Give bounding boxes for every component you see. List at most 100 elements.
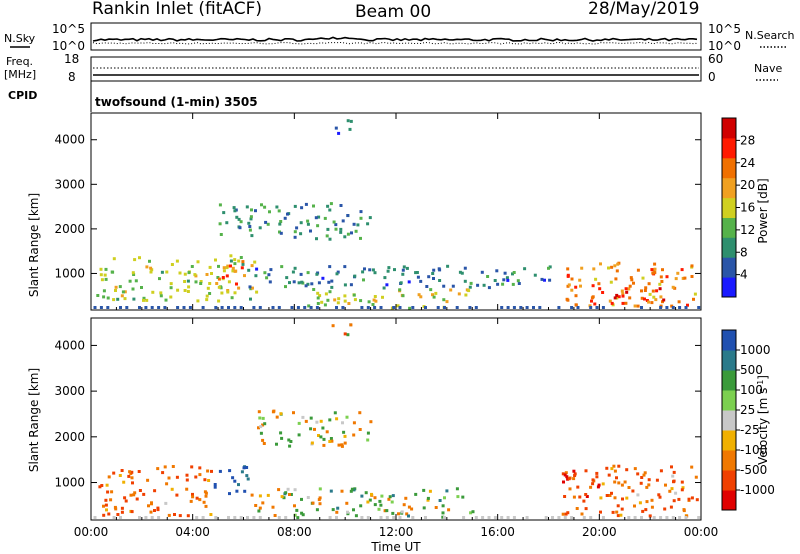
power-echo-cell: [500, 306, 504, 309]
power-echo-cell: [512, 271, 516, 274]
velocity-colorbar-tick-label: 100: [740, 383, 763, 397]
velocity-echo-cell: [670, 465, 673, 469]
power-echo-cell: [621, 292, 625, 296]
power-echo-cell: [239, 220, 243, 224]
power-echo-cell: [241, 262, 245, 266]
power-echo-cell: [650, 268, 654, 272]
power-echo-cell: [327, 280, 331, 284]
power-echo-cell: [697, 306, 701, 309]
velocity-echo-cell: [613, 480, 617, 484]
velocity-echo-cell: [605, 466, 609, 470]
velocity-colorbar-swatch: [722, 390, 736, 411]
velocity-echo-cell: [659, 516, 663, 519]
velocity-echo-cell: [672, 470, 676, 474]
velocity-colorbar: 1000 500 100 25 -25 -100 -500 -1000: [721, 329, 775, 511]
velocity-echo-cell: [640, 516, 643, 519]
power-echo-cell: [219, 233, 223, 236]
velocity-echo-cell: [671, 474, 675, 478]
velocity-echo-cell: [640, 476, 644, 479]
velocity-echo-cell: [566, 477, 570, 481]
velocity-echo-cell: [426, 496, 430, 500]
power-echo-cell: [655, 289, 659, 293]
power-echo-cell: [506, 278, 510, 282]
velocity-echo-cell: [619, 513, 623, 517]
velocity-echo-cell: [310, 441, 314, 445]
power-echo-cell: [169, 282, 173, 286]
velocity-echo-cell: [377, 507, 381, 511]
velocity-echo-cell: [655, 478, 659, 482]
date-title: 28/May/2019: [588, 0, 700, 19]
velocity-echo-cell: [254, 504, 258, 507]
power-echo-cell: [279, 231, 283, 235]
velocity-echo-cell: [175, 493, 179, 497]
power-echo-cell: [320, 300, 324, 304]
velocity-x-axis: 00:00 04:00 08:00 12:00 16:00 20:00 00:00: [74, 318, 718, 539]
power-echo-cell: [660, 280, 664, 283]
power-echo-cell: [346, 232, 350, 236]
velocity-echo-cell: [252, 516, 256, 519]
velocity-colorbar-tick-label: 1000: [740, 343, 771, 357]
power-echo-cell: [595, 306, 599, 309]
power-echo-cell: [316, 224, 320, 228]
velocity-echo-cell: [564, 471, 568, 475]
velocity-echo-cell: [379, 516, 383, 519]
power-echo-cell: [368, 216, 372, 220]
velocity-colorbar-tick-label: -500: [740, 463, 767, 477]
power-echo-cell: [424, 306, 427, 309]
power-echo-cell: [525, 306, 529, 309]
power-echo-cell: [353, 274, 357, 278]
velocity-echo-cell: [282, 496, 286, 500]
velocity-echo-cell: [364, 491, 368, 495]
x-tick-label: 00:00: [74, 525, 109, 539]
power-echo-cell: [337, 297, 341, 301]
velocity-echo-cell: [277, 488, 281, 492]
velocity-echo-cell: [112, 471, 116, 475]
velocity-colorbar-tick-label: 25: [740, 403, 755, 417]
power-echo-cell: [495, 269, 499, 273]
velocity-echo-cell: [385, 516, 389, 519]
velocity-echo-cell: [605, 494, 609, 497]
power-echo-cell: [346, 214, 350, 217]
power-echo-cell: [333, 298, 337, 302]
power-echo-cell: [659, 295, 663, 299]
power-echo-cell: [432, 277, 435, 280]
velocity-echo-cell: [642, 473, 646, 477]
power-y-axis: 1000 2000 3000 4000: [54, 133, 701, 280]
velocity-echo-cell: [340, 443, 344, 447]
power-echo-cell: [557, 306, 561, 309]
power-echo-cell: [243, 274, 246, 278]
power-echo-cell: [187, 285, 191, 289]
velocity-echo-cell: [259, 431, 263, 435]
velocity-echo-cell: [378, 499, 382, 503]
power-echo-cell: [425, 285, 429, 288]
velocity-y-label: Slant Range [km]: [27, 368, 41, 472]
power-echo-cell: [295, 226, 299, 230]
velocity-echo-cell: [293, 504, 296, 508]
power-echo-cell: [359, 236, 362, 240]
power-echo-cell: [248, 285, 252, 289]
freq-right-tick-bottom: 0: [708, 70, 716, 84]
power-echo-cell: [293, 230, 297, 234]
power-echo-cell: [408, 306, 412, 310]
power-echo-cell: [229, 259, 233, 263]
power-echo-cell: [628, 296, 632, 300]
velocity-echo-cell: [638, 501, 642, 505]
power-echo-cell: [415, 271, 419, 274]
power-colorbar-swatch: [722, 277, 736, 298]
power-echo-cell: [627, 287, 631, 291]
power-echo-cell: [128, 279, 132, 283]
power-echo-cell: [317, 215, 321, 219]
velocity-echo-cell: [175, 475, 179, 479]
freq-left-tick-top: 18: [64, 52, 79, 66]
velocity-echo-cell: [352, 488, 356, 492]
power-echo-cell: [692, 297, 695, 301]
velocity-echo-cell: [358, 411, 362, 415]
power-echo-cell: [218, 203, 222, 207]
power-echo-cell: [221, 276, 225, 279]
power-echo-cell: [343, 299, 347, 303]
power-echo-cell: [271, 306, 275, 309]
power-echo-cell: [630, 278, 634, 282]
power-echo-cell: [182, 306, 186, 309]
power-echo-cell: [401, 272, 405, 276]
velocity-echo-cell: [218, 469, 222, 473]
